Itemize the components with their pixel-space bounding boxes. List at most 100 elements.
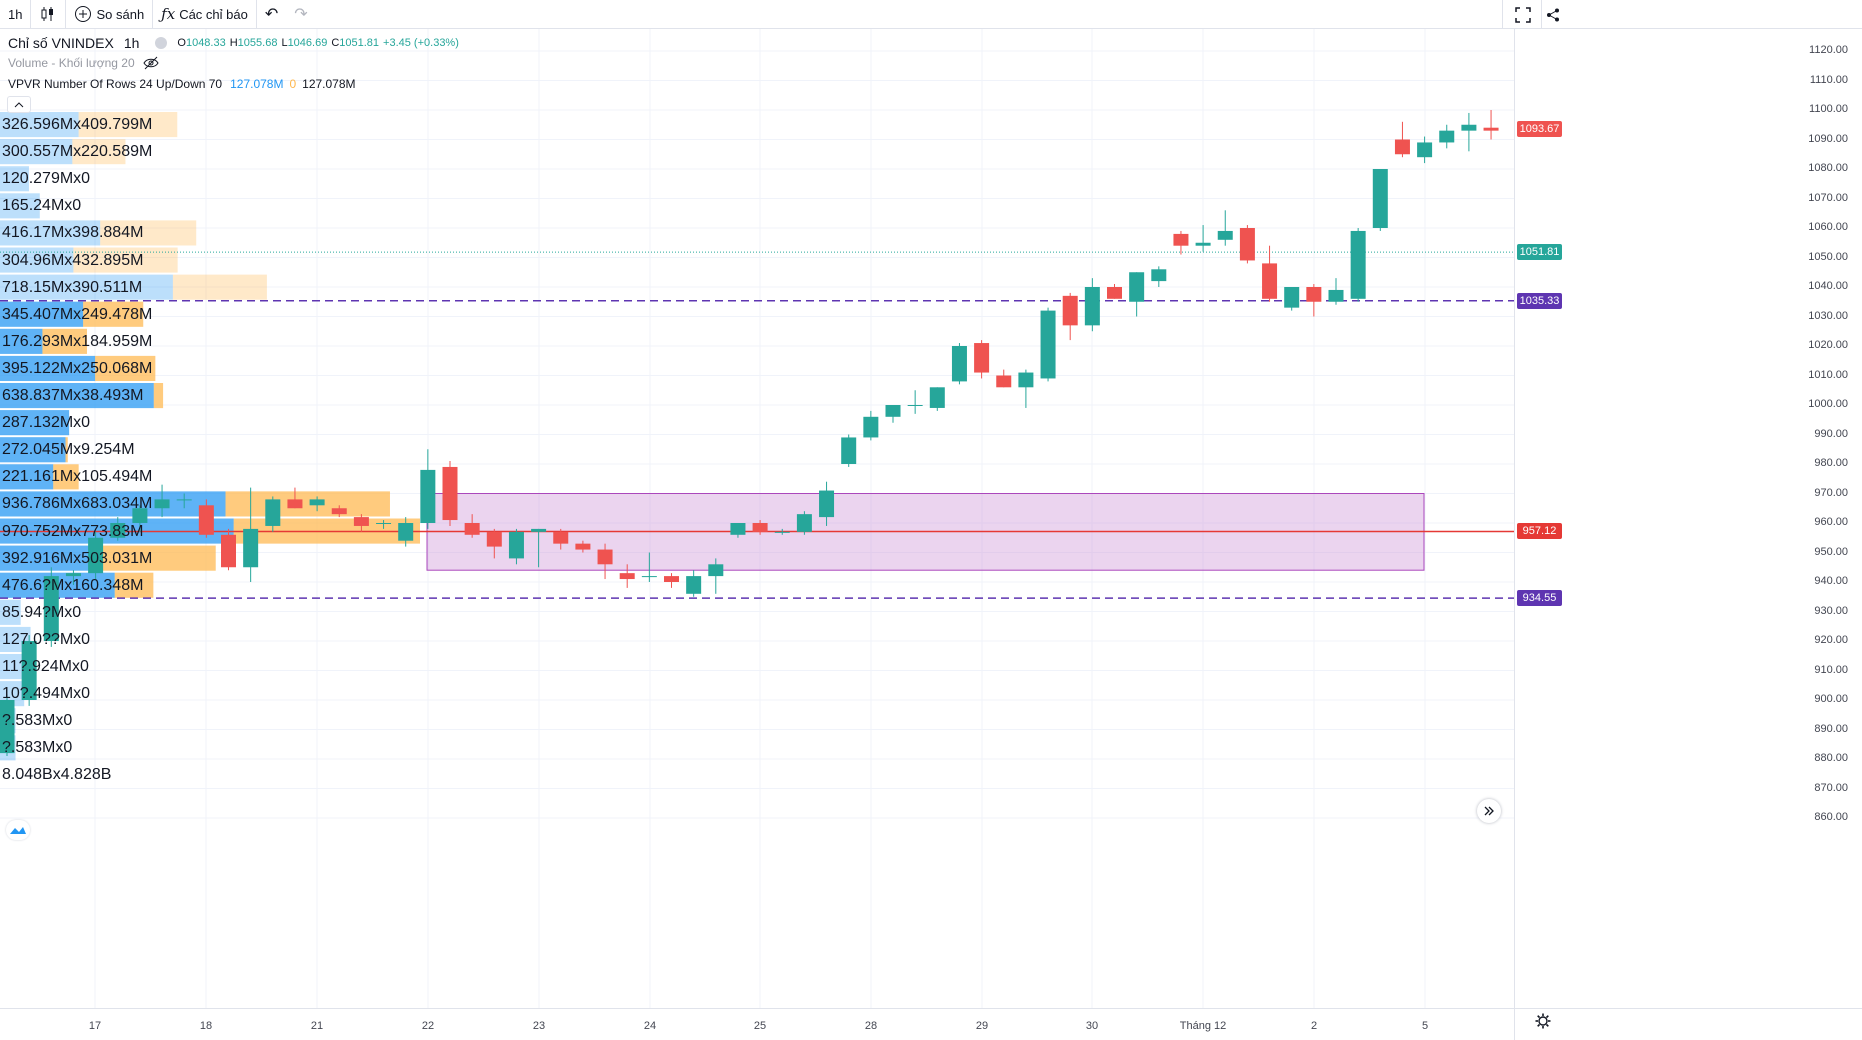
price-tick-label: 860.00 [1814,811,1848,823]
price-tick-label: 1040.00 [1808,280,1848,292]
price-tick-label: 1120.00 [1809,44,1848,56]
vp-bar-down [72,139,126,165]
vp-bar-down-value-area [225,491,390,517]
settings-button[interactable] [1534,1012,1552,1030]
price-tick-label: 910.00 [1814,663,1848,676]
vp-bar-up-value-area [0,410,70,436]
legend-o-value: 1048.33 [185,37,226,49]
vp-bar-down-value-area [83,301,144,327]
candle-down [1173,233,1189,246]
plus-circle-icon [75,6,92,22]
top-toolbar: 1h So sánh ƒx Các chỉ báo ↶ ↷ [0,0,1862,29]
vp-bar-up [0,139,73,165]
price-tick-label: 940.00 [1814,575,1848,587]
legend-change: +3.45 (+0.33%) [383,37,459,49]
chart-type-button[interactable] [31,0,65,29]
vp-row-label: 476.6?Mx160.348M [2,576,144,594]
undo-button[interactable]: ↶ [257,0,286,29]
candle-down [553,531,569,544]
vp-row-label: 85.94?Mx0 [2,603,82,621]
poc-tag: 957.12 [1517,523,1562,540]
vp-bar-down-value-area [94,545,216,571]
vp-row-label: 221.161Mx105.494M [2,468,153,486]
candle-up [1040,310,1056,379]
vp-bar-up [0,274,173,300]
candle-up [1461,124,1477,131]
fullscreen-button[interactable] [1502,0,1543,29]
scroll-to-realtime-button[interactable] [1477,799,1501,823]
candle-up [1350,230,1366,299]
legend-symbol[interactable]: Chỉ số VNINDEX [8,35,114,51]
candle-down [575,543,591,550]
vp-bar-up-value-area [0,328,43,354]
collapse-legend-button[interactable] [7,96,31,113]
legend-l-label: L [281,37,288,49]
candle-up [376,523,392,524]
candle-down [353,517,369,526]
candle-up [1084,287,1100,326]
vp-row-label: 176.293Mx184.959M [2,332,153,350]
legend-volume: Volume - Khối lượng 20 [8,56,159,70]
candle-up [0,700,15,754]
candle-up [730,523,746,535]
candle-up [641,576,657,578]
price-tick-label: 1080.00 [1808,162,1848,174]
time-tick-label: 18 [199,1020,213,1032]
vp-bar-down [172,274,267,300]
interval-button[interactable]: 1h [0,0,30,29]
time-tick-label: 25 [753,1020,767,1032]
candle-up [1151,269,1167,282]
candle-up [265,499,281,526]
candle-up [309,499,325,506]
indicators-label: Các chỉ báo [179,6,248,22]
time-tick-label: 17 [88,1020,102,1032]
vp-bar-up [0,220,101,246]
time-tick-label: 21 [310,1020,324,1032]
candle-up [1217,230,1233,240]
candle-up [531,528,547,532]
price-tick-label: 980.00 [1814,457,1848,469]
price-tick-label: 1060.00 [1808,221,1848,233]
legend-c-value: 1051.81 [339,37,380,49]
price-tick-label: 1090.00 [1808,132,1848,145]
vp-row-label: ?.583Mx0 [2,739,73,757]
candle-up [1284,287,1300,308]
candle-down [221,534,236,568]
candle-up [796,514,812,532]
tradingview-logo[interactable] [6,820,30,840]
legend-h-label: H [229,37,238,49]
indicators-button[interactable]: ƒx Các chỉ báo [153,0,256,29]
price-tick-label: 1100.00 [1809,103,1848,115]
price-tick-label: 1020.00 [1808,339,1848,351]
vp-bar-up-value-area [0,355,96,381]
vp-bar-up-value-area [0,437,66,463]
candle-up [88,537,104,574]
candle-down [1394,139,1410,155]
candle-up [508,531,524,559]
vp-row-label: 936.786Mx683.034M [2,495,153,513]
toolbar-divider [255,0,257,29]
candle-up [21,641,37,700]
compare-button[interactable]: So sánh [66,0,152,29]
legend-vpvr: VPVR Number Of Rows 24 Up/Down 70 127.07… [8,77,356,91]
legend-l-value: 1046.69 [287,37,328,49]
vp-bar-up [0,166,29,192]
price-chart[interactable] [0,29,1862,1040]
vp-row-label: 165.24Mx0 [2,197,82,215]
time-tick-label: 30 [1085,1020,1099,1032]
candle-down [1107,287,1122,299]
share-button[interactable] [1541,0,1563,29]
vp-bar-down [78,112,178,138]
candle-up [1129,272,1145,302]
candle-up [132,508,148,523]
candle-down [619,573,635,580]
redo-button[interactable]: ↷ [286,0,315,29]
hidden-eye-icon[interactable] [143,56,159,70]
price-tick-label: 880.00 [1814,752,1848,764]
price-tick-label: 1000.00 [1808,398,1848,410]
vpvr-indicator-label[interactable]: VPVR Number Of Rows 24 Up/Down 70 [8,77,223,91]
volume-indicator-label[interactable]: Volume - Khối lượng 20 [8,56,135,70]
time-tick-label: 22 [421,1020,435,1032]
candle-up [819,490,835,518]
vp-row-label: 718.15Mx390.511M [2,278,143,296]
